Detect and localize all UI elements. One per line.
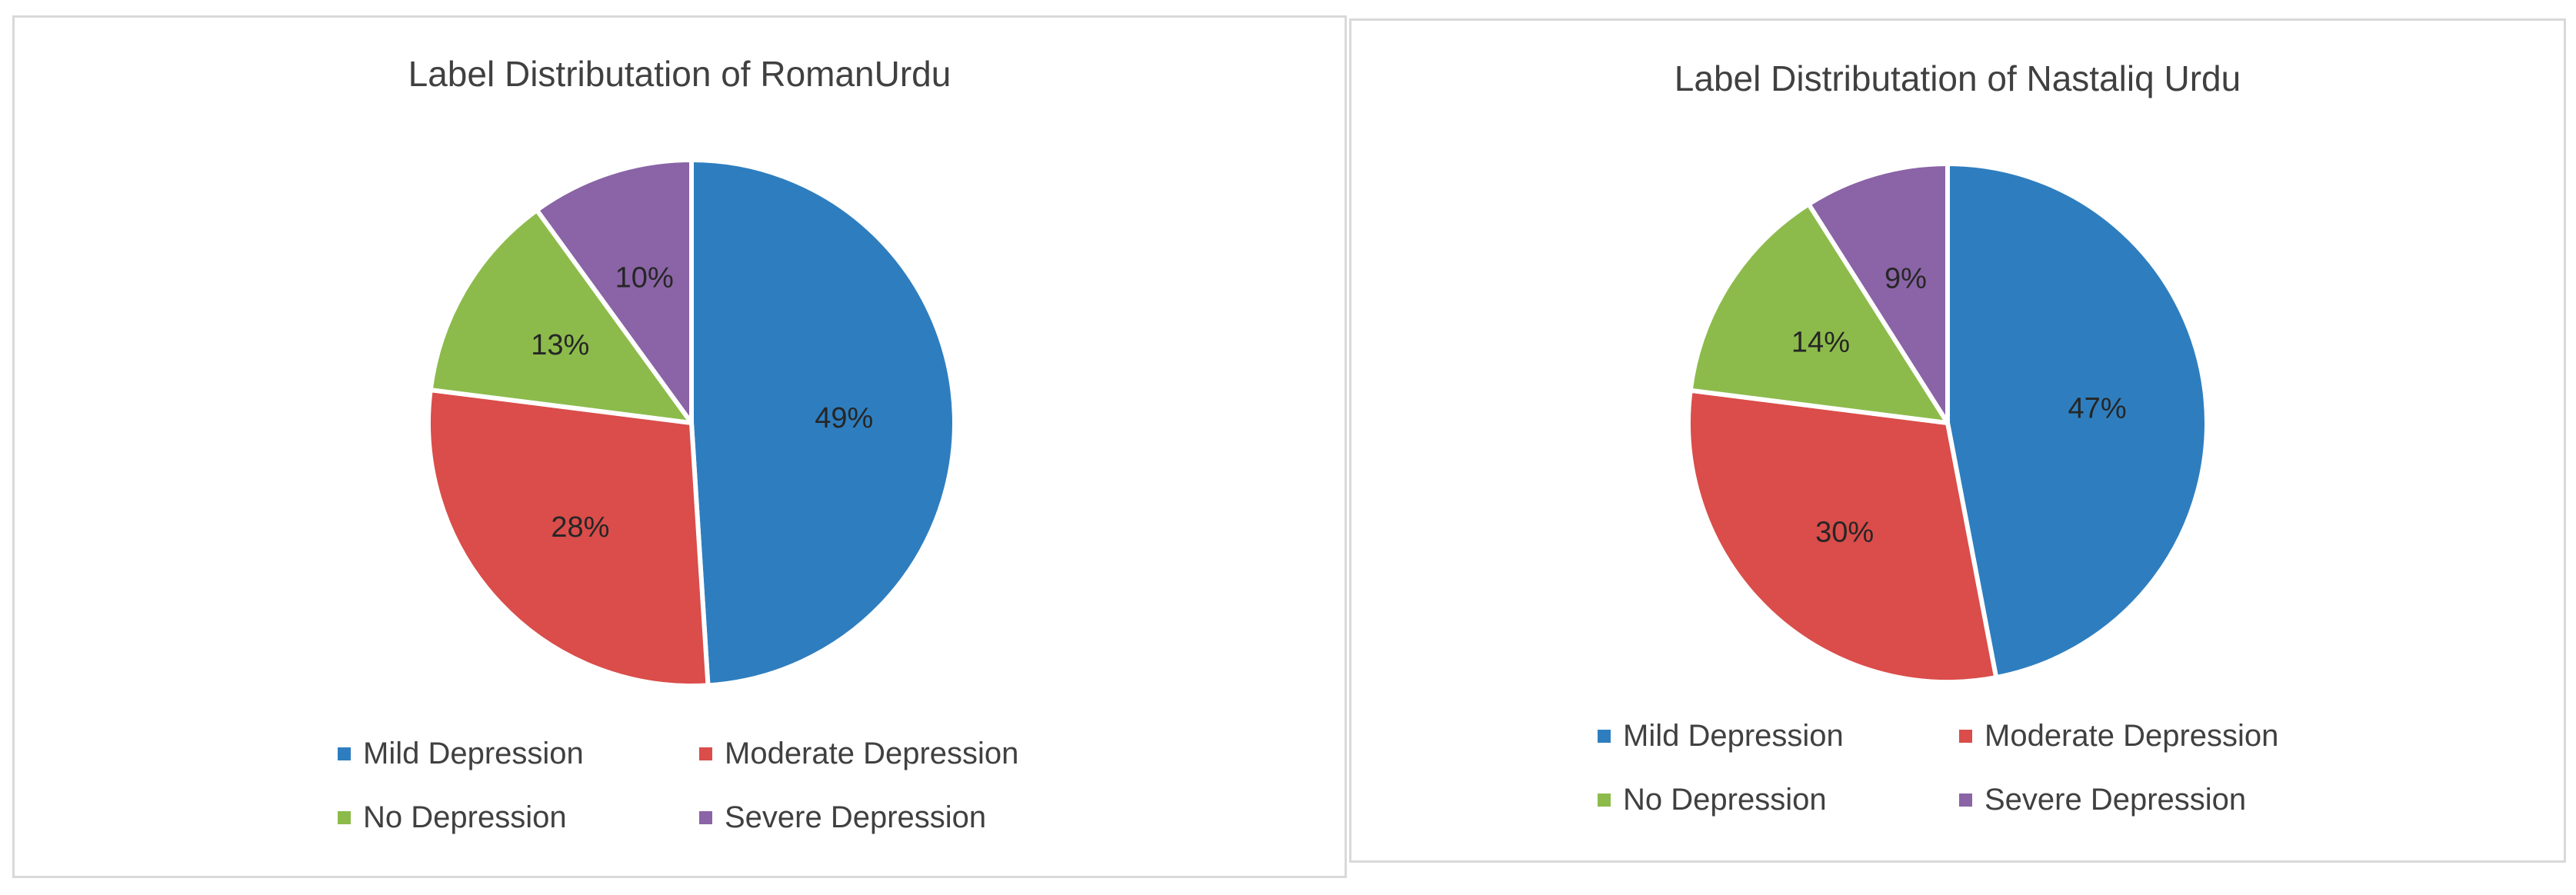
legend-swatch [1598,730,1611,743]
pie-slice-mild-depression [689,158,957,688]
legend-swatch [1959,794,1972,807]
pie-slice-moderate-depression [1686,388,1999,684]
legend-label: Moderate Depression [1984,719,2279,753]
legend-item-moderate-depression: Moderate Depression [699,737,1068,771]
pie-slice-severe-depression [1806,161,1950,425]
legend-label: Moderate Depression [725,737,1019,770]
pie-slice-no-depression [428,208,694,425]
legend: Mild Depression Moderate Depression No Dep… [1598,719,2328,817]
pie-slice-severe-depression [534,158,694,425]
legend-item-severe-depression: Severe Depression [1959,783,2328,817]
pie-slice-moderate-depression [426,388,711,688]
legend-swatch [338,747,351,760]
chart-title: Label Distributation of Nastaliq Urdu [1674,58,2241,98]
legend-label: Mild Depression [363,737,584,770]
data-label-moderate-depression: 30% [1815,516,1874,548]
legend-item-no-depression: No Depression [1598,783,1959,817]
legend-item-moderate-depression: Moderate Depression [1959,719,2328,754]
legend-swatch [699,747,712,760]
legend-item-mild-depression: Mild Depression [338,737,699,771]
legend-item-no-depression: No Depression [338,800,699,835]
legend-label: No Depression [363,800,567,834]
legend-swatch [338,811,351,824]
pie-chart: 47% 30% 14% 9% [1686,161,2209,684]
chart-panel-nastaliq-urdu: Label Distributation of Nastaliq Urdu 47… [1349,18,2566,863]
pie-slice-no-depression [1688,201,1950,425]
chart-title: Label Distributation of RomanUrdu [408,54,951,94]
data-label-mild-depression: 49% [815,402,873,434]
legend-swatch [1959,730,1972,743]
data-label-no-depression: 13% [531,329,589,361]
pie-chart: 49% 28% 13% 10% [426,158,957,688]
data-label-no-depression: 14% [1791,326,1850,358]
legend: Mild Depression Moderate Depression No Dep… [338,737,1068,835]
data-label-moderate-depression: 28% [551,511,609,544]
chart-panel-roman-urdu: Label Distributation of RomanUrdu 49% 28%… [12,15,1347,878]
legend-item-severe-depression: Severe Depression [699,800,1068,835]
pie-slice-mild-depression [1945,161,2209,680]
data-label-mild-depression: 47% [2068,393,2127,425]
legend-label: Mild Depression [1623,719,1844,753]
data-label-severe-depression: 9% [1885,262,1927,294]
legend-label: No Depression [1623,783,1827,817]
data-label-severe-depression: 10% [615,261,674,294]
legend-swatch [1598,794,1611,807]
legend-swatch [699,811,712,824]
legend-label: Severe Depression [1984,783,2247,817]
legend-item-mild-depression: Mild Depression [1598,719,1959,754]
legend-label: Severe Depression [725,800,987,834]
